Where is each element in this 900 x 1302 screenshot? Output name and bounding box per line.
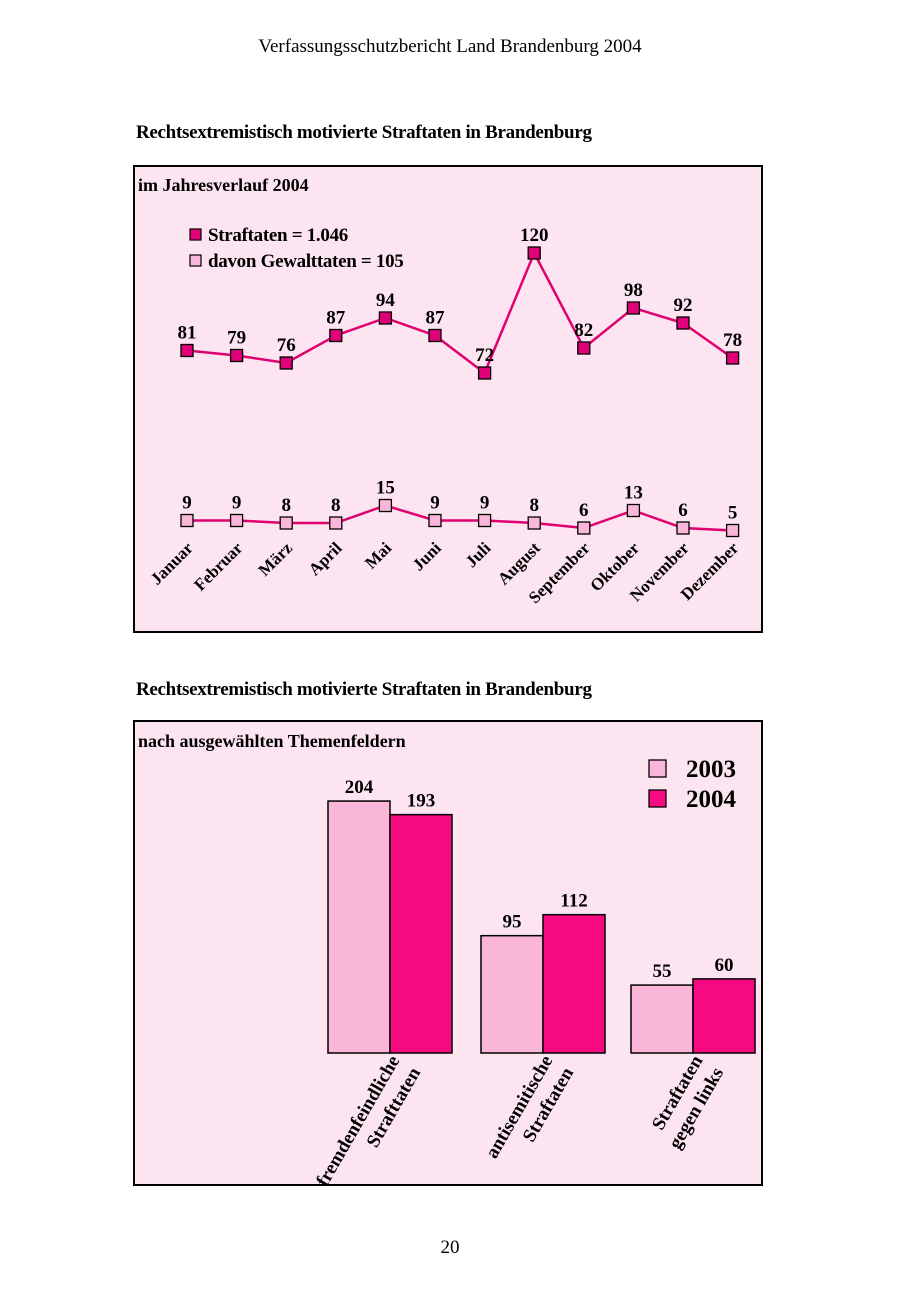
series-line-2: [187, 504, 733, 532]
data-point-s1-8: [527, 246, 541, 260]
data-point-s1-7: [477, 366, 492, 380]
data-label-s2-2: 9: [232, 493, 242, 514]
data-label-s1-7: 72: [475, 345, 494, 366]
category-label-3: Straftatengegen links: [644, 1052, 728, 1153]
data-point-s2-11: [676, 521, 690, 535]
data-label-s2-7: 9: [480, 493, 490, 514]
data-label-s2-8: 8: [529, 495, 539, 516]
category-label-2: antisemitischeStraftaten: [482, 1052, 579, 1175]
data-point-s1-6: [428, 328, 442, 343]
data-point-s2-1: [180, 513, 194, 528]
bar-chart-panel: nach ausgewählten Themenfeldern 204 95 55 19…: [133, 720, 763, 1186]
x-tick-label-4: April: [305, 538, 346, 579]
data-label-s2-9: 6: [579, 500, 589, 521]
data-label-s1-9: 82: [574, 320, 593, 341]
legend-swatch-bar-2: [648, 789, 667, 808]
bar-chart-subtitle: nach ausgewählten Themenfeldern: [138, 731, 406, 751]
data-point-s2-5: [378, 498, 393, 513]
data-label-s2-1: 9: [182, 493, 192, 514]
bar-s2-3: [692, 978, 756, 1054]
data-point-s2-10: [626, 503, 641, 518]
line-chart-title: Rechtsextremistisch motivierte Straftate…: [136, 122, 592, 143]
legend-swatch-bar-1: [648, 759, 667, 778]
line-chart-panel: im Jahresverlauf 2004 81 79 76 87 94 87 72 120 82…: [133, 165, 763, 633]
data-label-s2-3: 8: [281, 495, 291, 516]
data-label-s1-11: 92: [674, 295, 693, 316]
bar-label-s1-2: 95: [503, 912, 522, 933]
data-point-s2-8: [527, 516, 541, 530]
data-label-s1-8: 120: [520, 225, 549, 246]
bar-label-s2-2: 112: [560, 891, 587, 912]
data-point-s1-12: [725, 351, 740, 365]
legend-swatch-1: [189, 228, 202, 241]
bar-label-s1-1: 204: [345, 777, 374, 798]
x-tick-label-7: Juli: [462, 538, 495, 571]
data-label-s1-4: 87: [326, 308, 346, 329]
x-tick-label-5: Mai: [361, 538, 395, 572]
data-point-s1-10: [626, 301, 641, 315]
data-point-s2-12: [725, 523, 740, 538]
legend-label-1: Straftaten = 1.046: [208, 225, 348, 246]
legend-swatch-2: [189, 254, 202, 267]
x-tick-label-3: März: [255, 538, 297, 580]
category-label-1: fremdenfeindlicheStrafttaten: [312, 1052, 425, 1184]
bar-s2-2: [542, 913, 606, 1054]
data-label-s2-12: 5: [728, 503, 738, 524]
data-label-s2-4: 8: [331, 495, 341, 516]
data-point-s1-9: [577, 341, 591, 355]
data-point-s1-4: [329, 328, 343, 343]
data-point-s1-5: [378, 311, 393, 325]
x-tick-label-6: Juni: [409, 538, 445, 574]
bar-s1-3: [630, 984, 694, 1054]
bar-s1-2: [480, 934, 544, 1054]
x-tick-label-2: Februar: [190, 538, 246, 594]
bar-s2-1: [389, 813, 453, 1054]
data-point-s1-11: [676, 316, 690, 330]
data-label-s2-6: 9: [430, 493, 440, 514]
data-label-s2-5: 15: [376, 478, 395, 499]
data-label-s2-10: 13: [624, 483, 643, 504]
data-point-s2-6: [428, 513, 442, 528]
data-label-s1-5: 94: [376, 290, 396, 311]
data-label-s1-2: 79: [227, 328, 246, 349]
bar-s1-1: [327, 800, 391, 1054]
data-label-s2-11: 6: [678, 500, 688, 521]
data-point-s1-1: [180, 343, 194, 358]
data-point-s2-4: [329, 516, 343, 530]
bar-label-s2-1: 193: [407, 791, 436, 812]
data-label-s1-10: 98: [624, 280, 643, 301]
legend-label-2: davon Gewalttaten = 105: [208, 251, 404, 272]
data-label-s1-1: 81: [178, 323, 197, 344]
legend-label-bar-1: 2003: [686, 756, 736, 783]
page-number: 20: [440, 1237, 460, 1258]
bar-chart: nach ausgewählten Themenfeldern 204 95 55 19…: [138, 731, 756, 1184]
line-chart-subtitle: im Jahresverlauf 2004: [138, 175, 309, 195]
data-point-s2-3: [279, 516, 293, 530]
data-point-s2-7: [477, 513, 492, 528]
data-point-s2-2: [229, 513, 244, 528]
data-label-s1-3: 76: [277, 335, 296, 356]
page-header: Verfassungsschutzbericht Land Brandenbur…: [258, 36, 642, 57]
bar-chart-title: Rechtsextremistisch motivierte Straftate…: [136, 679, 592, 700]
bar-label-s2-3: 60: [715, 955, 734, 976]
series-line-1: [186, 250, 734, 375]
bar-label-s1-3: 55: [653, 961, 672, 982]
data-point-s2-9: [577, 521, 591, 535]
data-label-s1-6: 87: [426, 308, 446, 329]
data-label-s1-12: 78: [723, 330, 742, 351]
legend-label-bar-2: 2004: [686, 786, 737, 813]
line-chart: im Jahresverlauf 2004 81 79 76 87 94 87 72 120 82…: [138, 175, 743, 607]
data-point-s1-2: [229, 348, 244, 363]
data-point-s1-3: [279, 356, 293, 370]
